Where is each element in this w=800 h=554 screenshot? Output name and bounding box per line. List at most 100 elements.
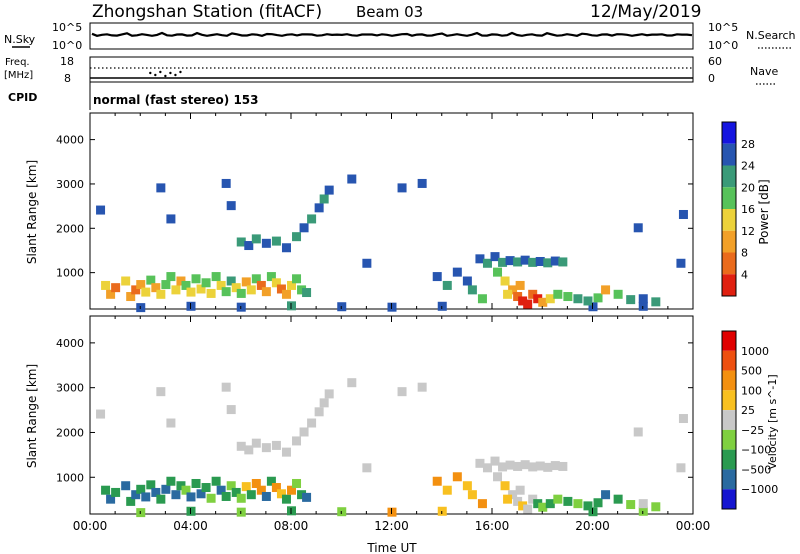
data-cell [244, 445, 254, 455]
data-cell [515, 485, 525, 495]
data-cell [477, 499, 487, 509]
data-cell [271, 483, 281, 493]
colorbar-tick-label: 4 [741, 268, 748, 281]
freq-unit: [MHz] [4, 70, 33, 81]
data-cell [545, 499, 555, 509]
data-cell [550, 461, 560, 471]
data-cell [241, 482, 251, 492]
y-tick-label: 2000 [56, 426, 84, 439]
colorbar-tick-label: −100 [741, 444, 771, 457]
data-cell [216, 485, 226, 495]
data-cell [266, 476, 276, 486]
data-cell [493, 267, 503, 277]
colorbar-tick-label: 25 [741, 404, 755, 417]
data-cell [156, 387, 166, 397]
data-cell [221, 287, 231, 297]
colorbar-segment [722, 209, 736, 231]
y-tick-label: 2000 [56, 222, 84, 235]
data-cell [181, 485, 191, 495]
colorbar-frame [721, 330, 737, 510]
data-cell [302, 492, 312, 502]
data-cell [638, 294, 648, 304]
x-tick-label: 04:00 [173, 519, 208, 533]
beam-label: Beam 03 [356, 3, 423, 21]
velocity-ylabel: Slant Range [km] [25, 364, 39, 468]
data-cell [324, 185, 334, 195]
data-cell [651, 502, 661, 512]
data-cell [513, 292, 523, 302]
data-cell [508, 490, 518, 500]
power-x-ticks [89, 113, 694, 309]
freq-top-tick: 18 [60, 55, 74, 68]
data-cell [297, 285, 307, 295]
colorbar-tick-label: 16 [741, 203, 755, 216]
colorbar-tick-label: 28 [741, 138, 755, 151]
data-cell [221, 382, 231, 392]
data-cell [246, 490, 256, 500]
data-cell [314, 407, 324, 417]
data-cell [593, 293, 603, 303]
data-cell [261, 238, 271, 248]
y-tick-label: 4000 [56, 134, 84, 147]
x-tick-label: 00:00 [73, 519, 108, 533]
data-cell [271, 236, 281, 246]
data-cell [515, 280, 525, 290]
colorbar-segment [722, 370, 736, 391]
data-cell [538, 297, 548, 307]
data-cell [538, 502, 548, 512]
data-cell [397, 183, 407, 193]
data-cell [121, 276, 131, 286]
y-tick-label: 3000 [56, 382, 84, 395]
data-cell [166, 476, 176, 486]
data-cell [319, 194, 329, 204]
data-cell [676, 258, 686, 268]
data-cell [244, 241, 254, 251]
data-cell [477, 294, 487, 304]
data-cell [508, 285, 518, 295]
velocity-x-axis: 00:00 04:00 08:00 12:00 16:00 20:00 00:00 [73, 316, 710, 533]
colorbar-segment [722, 469, 736, 490]
data-cell [206, 288, 216, 298]
data-cell [498, 257, 508, 267]
data-cell [513, 461, 523, 471]
data-cell [533, 294, 543, 304]
colorbar-tick-label: 24 [741, 160, 755, 173]
data-cell [281, 447, 291, 457]
data-cell [601, 285, 611, 295]
data-cell [503, 494, 513, 504]
nave-bottom-tick: 0 [708, 72, 715, 85]
data-cell [583, 296, 593, 306]
data-cell [131, 285, 141, 295]
data-cell [231, 283, 241, 293]
data-cell [638, 499, 648, 509]
data-cell [505, 256, 515, 266]
data-cell [256, 280, 266, 290]
data-cell [558, 461, 568, 471]
data-cell [156, 289, 166, 299]
data-cell [236, 493, 246, 503]
y-tick-label: 4000 [56, 337, 84, 350]
data-cell [171, 490, 181, 500]
data-cell [226, 481, 236, 491]
data-cell [498, 462, 508, 472]
data-cell [96, 409, 106, 419]
data-cell [281, 494, 291, 504]
y-tick-label: 1000 [56, 267, 84, 280]
data-cell [558, 257, 568, 267]
data-cell [613, 494, 623, 504]
colorbar-segment [722, 274, 736, 296]
data-cell [626, 500, 636, 510]
data-cell [121, 481, 131, 491]
colorbar-segment [722, 252, 736, 275]
data-cell [266, 272, 276, 282]
data-cell [535, 256, 545, 266]
data-cell [493, 472, 503, 482]
data-cell [299, 427, 309, 437]
data-cell [678, 414, 688, 424]
data-cell [482, 258, 492, 268]
velocity-y-axis: 1000 2000 3000 4000 [56, 337, 693, 484]
data-cell [136, 280, 146, 290]
data-cell [613, 289, 623, 299]
data-cell [292, 232, 302, 242]
